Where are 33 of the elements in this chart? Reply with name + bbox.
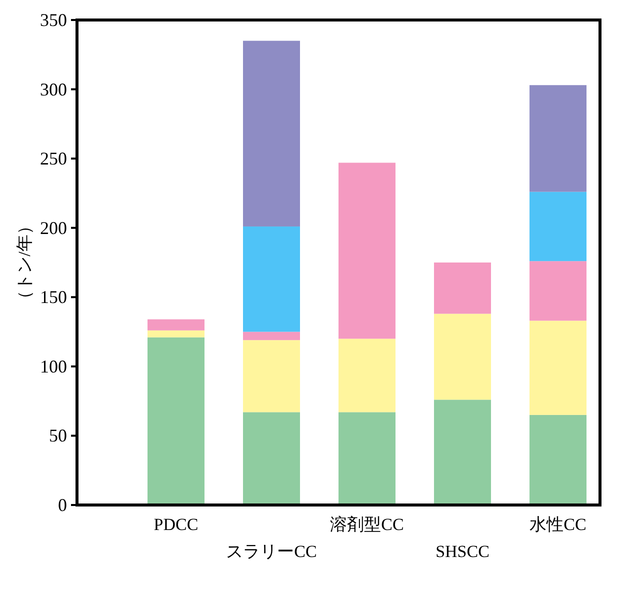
y-tick-label: 200 <box>40 218 67 238</box>
x-tick-label: PDCC <box>154 515 198 534</box>
bar <box>434 314 491 400</box>
bar <box>243 340 300 412</box>
bar <box>148 330 204 338</box>
y-axis-title: （トン/年） <box>15 218 34 308</box>
y-tick-label: 250 <box>40 148 67 169</box>
y-tick-label: 350 <box>40 10 67 30</box>
bar <box>530 414 586 505</box>
bar <box>243 412 300 505</box>
y-tick-label: 100 <box>40 356 67 376</box>
bar <box>148 337 204 505</box>
bar <box>338 412 396 505</box>
y-tick-label: 50 <box>49 426 67 446</box>
x-tick-label: 水性CC <box>530 515 586 534</box>
x-tick-label: スラリーCC <box>226 542 317 561</box>
bar <box>338 338 396 412</box>
bar <box>243 226 300 332</box>
y-tick-label: 0 <box>58 495 67 515</box>
bar <box>530 261 586 321</box>
bar <box>530 320 586 415</box>
x-tick-label: SHSCC <box>436 542 490 561</box>
bar <box>338 162 396 339</box>
bar <box>243 332 300 340</box>
x-tick-label: 溶剤型CC <box>330 515 404 534</box>
bar <box>530 192 586 262</box>
bar <box>243 40 300 226</box>
bar <box>434 262 491 314</box>
bar <box>530 85 586 192</box>
bar <box>148 319 204 330</box>
y-tick-label: 300 <box>40 79 67 100</box>
bar <box>434 400 491 505</box>
y-tick-label: 150 <box>40 287 67 308</box>
